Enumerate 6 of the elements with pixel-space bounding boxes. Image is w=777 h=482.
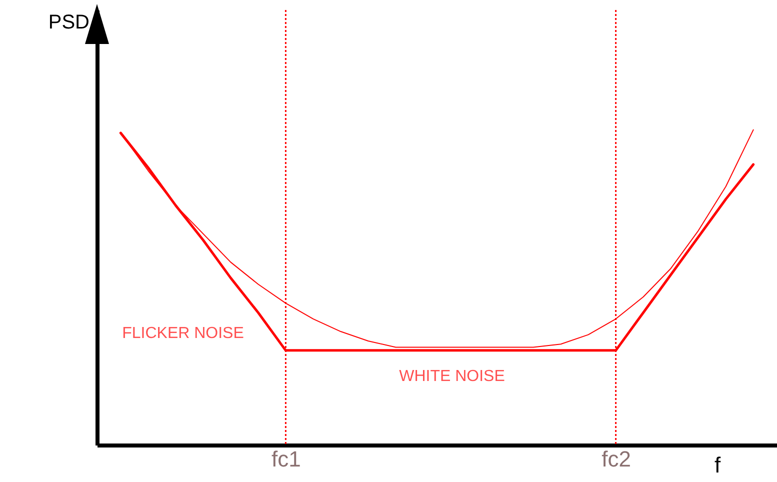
annotation: FLICKER NOISE — [122, 325, 244, 342]
annotation: WHITE NOISE — [399, 368, 505, 385]
x-tick-label: fc2 — [602, 446, 631, 472]
y-axis-title: PSD — [48, 12, 90, 34]
x-tick-label: fc1 — [272, 446, 301, 472]
x-axis-title: f — [714, 452, 722, 478]
